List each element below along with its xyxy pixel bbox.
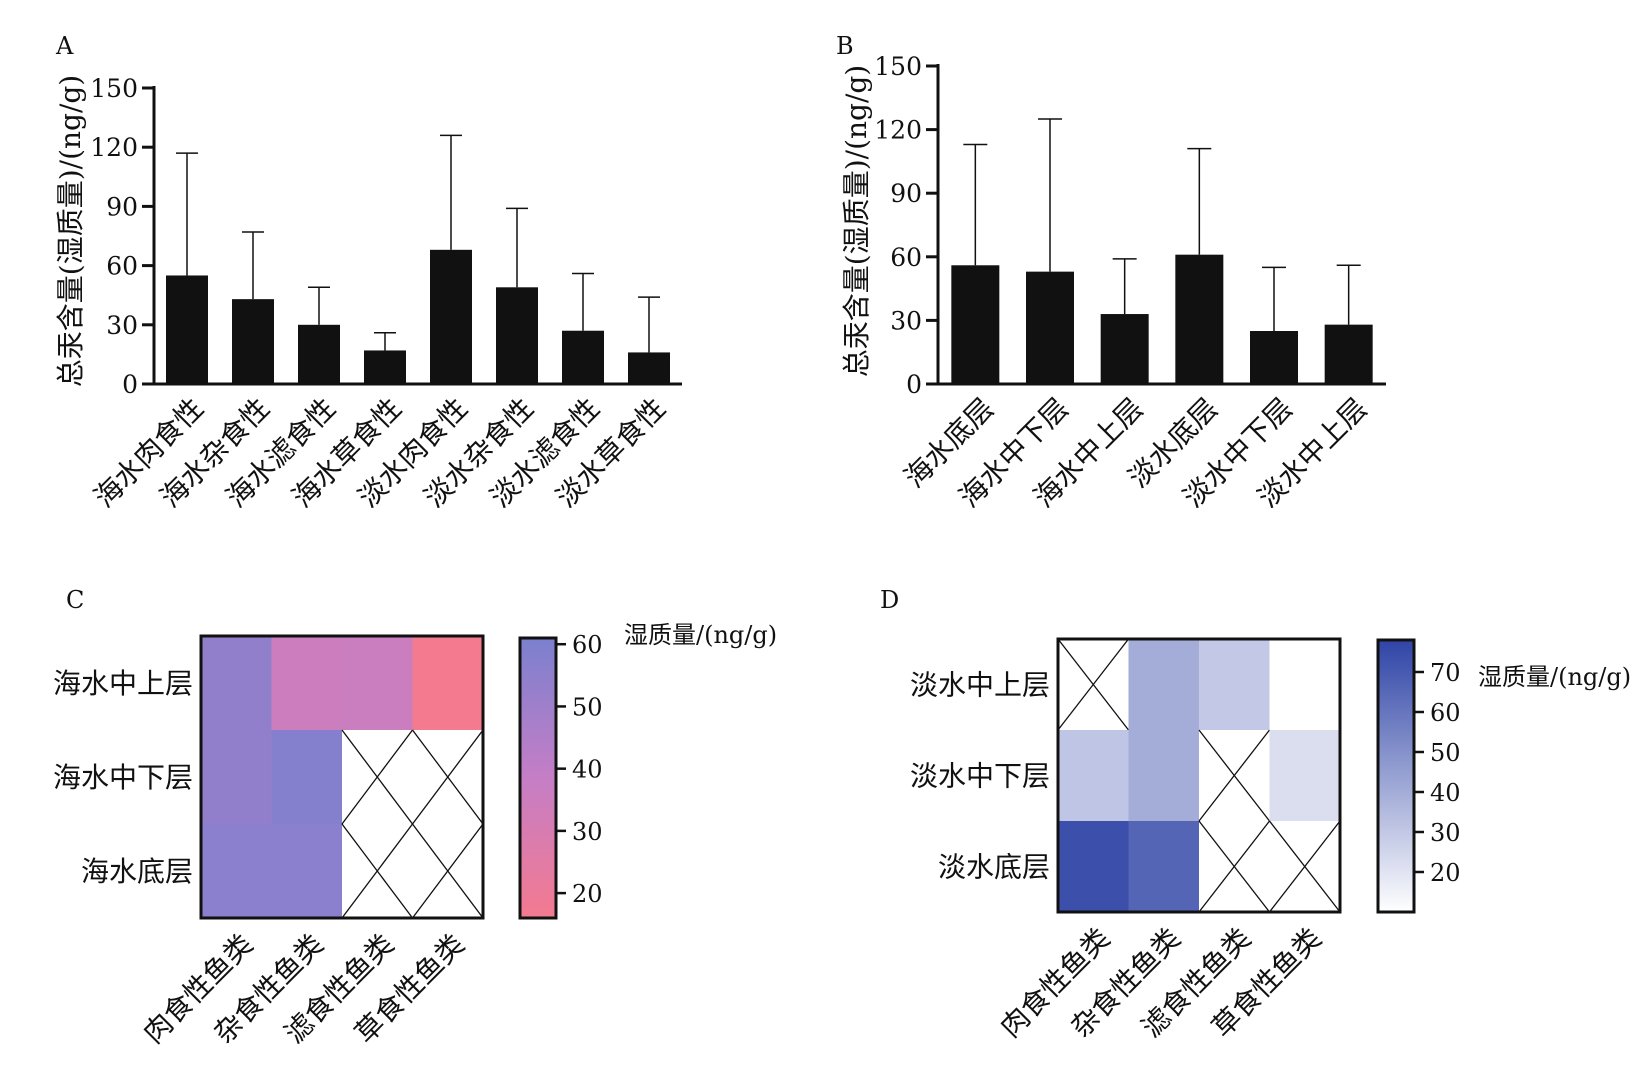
panel-c-heat-cell (201, 730, 272, 825)
panel-c-row-label: 海水中下层 (53, 761, 193, 794)
panel-b-bar-chart: 0306090120150海水底层海水中下层海水中上层淡水底层淡水中下层淡水中上… (874, 52, 1386, 514)
panel-d-heat-cell (1269, 639, 1341, 731)
panel-a-bar (496, 287, 538, 384)
panel-d-heat-cell (1058, 821, 1129, 913)
panel-a-bar (232, 299, 274, 384)
panel-d-colorbar-tick-label: 70 (1430, 659, 1461, 687)
panel-d-colorbar (1376, 638, 1416, 914)
panel-b-y-axis-title: 总汞含量(湿质量)/(ng/g) (840, 65, 873, 377)
panel-a-bar (364, 350, 406, 384)
panel-c-colorbar (518, 636, 558, 920)
panel-a-y-tick-label: 60 (106, 252, 138, 281)
panel-d-colorbar-tick-label: 50 (1430, 739, 1461, 767)
panel-a-bar (562, 330, 604, 384)
panel-c-colorbar-tick-label: 20 (572, 880, 603, 908)
panel-label-b: B (836, 32, 854, 60)
panel-d-row-label: 淡水中下层 (910, 760, 1050, 793)
panel-c-heat-cell (271, 824, 343, 919)
panel-a-bar (628, 352, 670, 384)
panel-a-y-tick-label: 30 (106, 311, 138, 340)
panel-d-colorbar-tick-label: 60 (1430, 699, 1461, 727)
panel-a-y-tick-label: 120 (90, 133, 138, 162)
panel-c-colorbar-tick-label: 60 (572, 631, 603, 659)
panel-c-heat-cell (412, 636, 484, 731)
panel-d-empty-cell-cross (1268, 820, 1341, 913)
panel-c-colorbar-title: 湿质量/(ng/g) (624, 621, 777, 649)
panel-c-heat-cell (201, 824, 272, 919)
panel-a-y-tick-label: 150 (90, 74, 138, 103)
panel-d-heat-cell (1128, 821, 1200, 913)
panel-b-bar (1100, 314, 1149, 384)
panel-d-heat-cell (1128, 730, 1200, 822)
panel-b-bar (951, 265, 1000, 384)
panel-d-colorbar-tick-label: 20 (1430, 859, 1461, 887)
panel-c-empty-cell-cross (341, 823, 414, 919)
panel-b-bar (1026, 271, 1074, 384)
panel-d-heat-frame (1056, 637, 1342, 914)
panel-b-y-tick-label: 0 (906, 370, 922, 399)
panel-label-a: A (55, 32, 74, 60)
panel-c-heat-cell (342, 636, 413, 731)
panel-d-heat-cell (1058, 730, 1129, 822)
panel-b-y-tick-label: 90 (890, 179, 922, 208)
panel-c-row-label: 海水中上层 (53, 667, 193, 700)
panel-label-c: C (66, 586, 84, 614)
panel-a-bar-chart: 0306090120150海水肉食性海水杂食性海水滤食性海水草食性淡水肉食性淡水… (88, 74, 682, 514)
panel-b-bar (1250, 331, 1298, 384)
panel-c-colorbar-tick-label: 40 (572, 756, 603, 784)
panel-d-row-label: 淡水中上层 (910, 669, 1050, 702)
panel-d-heatmap: 淡水中上层淡水中下层淡水底层肉食性鱼类杂食性鱼类滤食性鱼类草食性鱼类203040… (910, 637, 1461, 1044)
panel-c-empty-cell-cross (411, 729, 484, 825)
panel-a-bar (298, 324, 340, 384)
panel-c-heat-cell (201, 636, 272, 731)
panel-b-bar (1175, 254, 1224, 384)
panel-c-heat-cell (271, 730, 343, 825)
panel-c-empty-cell-cross (411, 823, 484, 919)
panel-a-y-tick-label: 0 (122, 370, 138, 399)
panel-b-bar (1324, 324, 1373, 384)
panel-d-empty-cell-cross (1057, 638, 1130, 731)
panel-b-y-tick-label: 120 (874, 116, 922, 145)
panel-c-heat-cell (271, 636, 343, 731)
panel-c-row-label: 海水底层 (81, 855, 193, 888)
panel-c-heatmap: 海水中上层海水中下层海水底层肉食性鱼类杂食性鱼类滤食性鱼类草食性鱼类203040… (53, 631, 603, 1050)
panel-label-d: D (880, 586, 899, 614)
panel-d-heat-cell (1269, 730, 1341, 822)
panel-d-colorbar-title: 湿质量/(ng/g) (1478, 663, 1631, 691)
panel-d-colorbar-tick-label: 40 (1430, 779, 1461, 807)
panel-d-row-label: 淡水底层 (938, 851, 1050, 884)
panel-b-y-tick-label: 150 (874, 52, 922, 81)
panel-c-colorbar-tick-label: 30 (572, 818, 603, 846)
panel-a-bar (166, 275, 208, 384)
panel-a-y-axis-title: 总汞含量(湿质量)/(ng/g) (54, 75, 87, 387)
panel-d-heat-cell (1199, 639, 1270, 731)
panel-b-y-tick-label: 60 (890, 243, 922, 272)
panel-c-empty-cell-cross (341, 729, 414, 825)
panel-d-heat-cell (1128, 639, 1200, 731)
panel-c-colorbar-tick-label: 50 (572, 693, 603, 721)
panel-d-colorbar-tick-label: 30 (1430, 819, 1461, 847)
panel-a-bar (430, 249, 472, 384)
panel-d-empty-cell-cross (1198, 729, 1271, 822)
panel-d-empty-cell-cross (1198, 820, 1271, 913)
panel-a-y-tick-label: 90 (106, 192, 138, 221)
panel-c-heat-frame (199, 634, 485, 920)
panel-b-y-tick-label: 30 (890, 306, 922, 335)
